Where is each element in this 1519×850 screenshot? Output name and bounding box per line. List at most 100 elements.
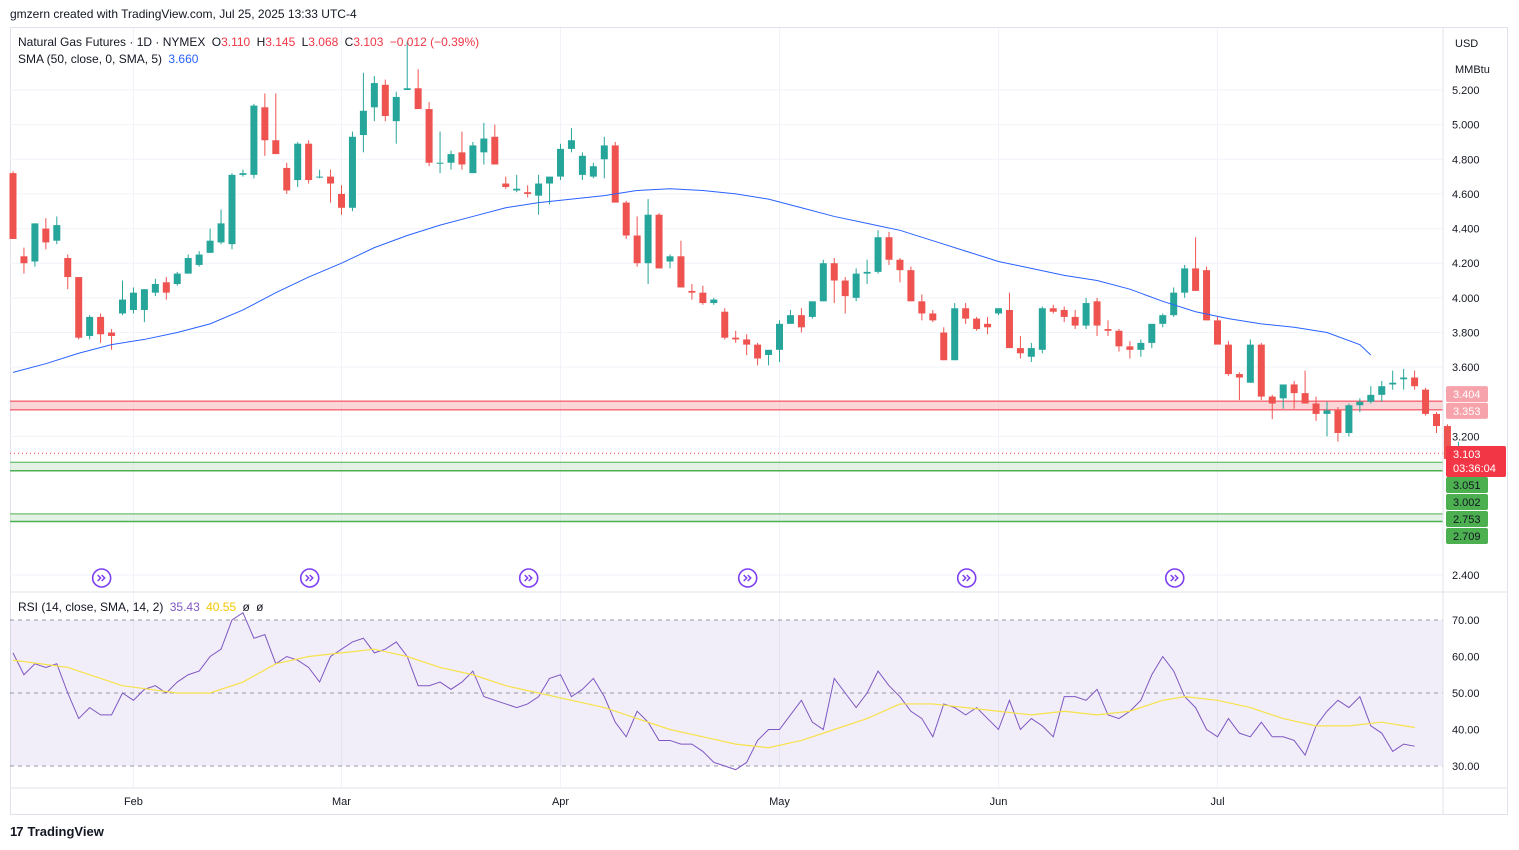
level-zones (10, 400, 1443, 523)
candle (962, 303, 970, 324)
candle-body (228, 174, 236, 245)
candle-body (600, 145, 608, 160)
tradingview-logo[interactable]: 17 TradingView (10, 824, 104, 839)
candle-body (20, 256, 28, 264)
candle-body (1203, 270, 1211, 321)
candle (1334, 406, 1342, 442)
support-2-bottom-tag-bg (1446, 528, 1488, 544)
candle (239, 169, 247, 177)
candle (1137, 339, 1145, 357)
event-marker-icon[interactable] (91, 568, 112, 588)
candle-body (1038, 308, 1046, 350)
candle (1246, 339, 1254, 383)
sma-value: 3.660 (168, 52, 199, 66)
candle (1159, 313, 1167, 328)
price-tick-label: 2.400 (1452, 570, 1480, 582)
candle (491, 124, 499, 165)
candle-body (348, 136, 356, 208)
candle (129, 287, 137, 314)
candle-body (567, 140, 575, 149)
candle (294, 141, 302, 187)
candle (20, 247, 28, 274)
candle (666, 254, 674, 269)
grid-lines (10, 28, 1443, 788)
candle-body (940, 332, 948, 361)
candle (546, 176, 554, 205)
price-tick-label: 3.200 (1452, 431, 1480, 443)
event-marker-icon[interactable] (956, 568, 977, 588)
currency-label[interactable]: USD (1455, 38, 1479, 50)
candle-body (578, 155, 586, 175)
rsi-extra-1: ø (242, 600, 250, 614)
candle (1367, 386, 1375, 404)
event-marker-icon[interactable] (1164, 568, 1185, 588)
candle (732, 330, 740, 343)
candle-body (108, 332, 116, 336)
support-2-bottom-tag-text: 2.709 (1453, 531, 1481, 543)
unit-label[interactable]: MMBtu (1455, 64, 1490, 76)
candle-body (1005, 309, 1013, 349)
candle-body (195, 254, 203, 265)
candle-body (1323, 410, 1331, 414)
event-markers (91, 568, 1185, 588)
candle (1214, 316, 1221, 345)
candle (436, 131, 444, 174)
support-1-bottom-tag-text: 3.002 (1453, 497, 1481, 509)
candle-body (1214, 320, 1221, 345)
time-tick-label: Jul (1210, 796, 1224, 808)
candle-body (392, 96, 400, 122)
candle-body (64, 258, 72, 278)
close-label: C (344, 35, 354, 49)
candle (414, 69, 422, 110)
candle (885, 232, 893, 265)
high-value: 3.145 (265, 35, 296, 49)
low-label: L (301, 35, 309, 49)
candle (162, 277, 170, 300)
candle (907, 266, 915, 302)
event-marker-icon[interactable] (518, 568, 539, 588)
candle (1060, 306, 1068, 323)
candle (600, 136, 608, 179)
rsi-value: 35.43 (169, 600, 200, 614)
candle-body (338, 193, 345, 208)
candle-body (42, 228, 50, 243)
resistance-bottom-tag: 3.353 (1446, 402, 1488, 419)
candle-body (1356, 401, 1364, 406)
support-2-top-tag-text: 2.753 (1453, 514, 1481, 526)
candle (973, 316, 981, 331)
candle-body (403, 88, 411, 90)
event-marker-icon[interactable] (299, 568, 320, 588)
rsi-ma-value: 40.55 (206, 600, 237, 614)
close-value: 3.103 (353, 35, 384, 49)
candle (42, 218, 50, 250)
candle-body (1137, 342, 1145, 350)
support-zone-1 (10, 462, 1443, 471)
candle (535, 174, 543, 215)
candle (31, 223, 39, 267)
event-marker-icon[interactable] (737, 568, 758, 588)
candle-body (1422, 389, 1430, 414)
candle (316, 169, 324, 179)
candle-body (359, 110, 367, 136)
candle-body (458, 152, 466, 165)
candle-body (1235, 374, 1243, 378)
candle (918, 294, 926, 321)
candle (140, 289, 148, 323)
support-1-top-tag: 3.051 (1446, 477, 1488, 493)
resistance-bottom-tag-text: 3.353 (1453, 406, 1481, 418)
rsi-ma-line (12, 648, 1415, 749)
candle (995, 308, 1002, 316)
candle (97, 313, 105, 343)
candle-body (819, 263, 827, 302)
candle (151, 278, 159, 297)
candle (1181, 264, 1189, 298)
candle-body (863, 271, 871, 274)
candle-body (524, 192, 532, 194)
candle (1126, 341, 1134, 359)
candle-body (206, 240, 214, 253)
support-1-bottom-tag-bg (1446, 494, 1488, 510)
candle-body (283, 167, 291, 191)
candle-body (1170, 292, 1178, 316)
candle (1257, 342, 1265, 401)
